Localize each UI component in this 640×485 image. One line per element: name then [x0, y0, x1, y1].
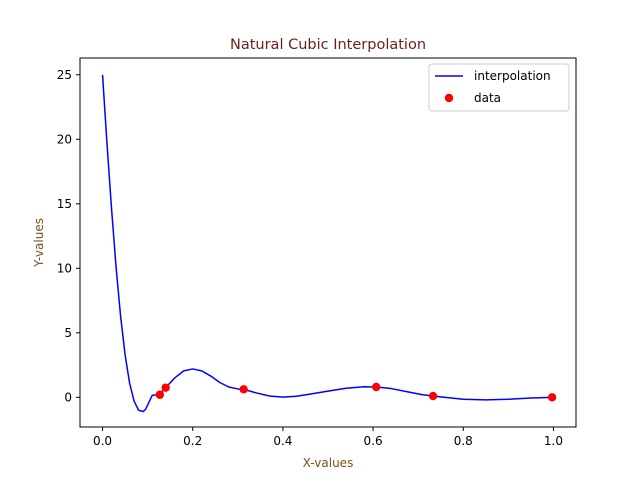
y-tick-label: 15 — [57, 197, 72, 211]
legend-label: data — [474, 91, 501, 105]
y-tick-label: 10 — [57, 261, 72, 275]
data-point — [547, 393, 557, 402]
x-tick-label: 1.0 — [544, 434, 563, 448]
series-line-interpolation — [101, 74, 553, 413]
plot-area — [101, 74, 557, 413]
x-tick-label: 0.8 — [454, 434, 473, 448]
y-axis-label: Y-values — [32, 218, 46, 268]
legend-box — [428, 63, 570, 112]
data-point — [239, 385, 248, 394]
legend: interpolation data — [428, 63, 570, 112]
y-tick-label: 5 — [64, 326, 72, 340]
data-point — [161, 383, 170, 392]
axes-frame — [79, 57, 577, 428]
x-tick-label: 0.4 — [273, 434, 292, 448]
y-tick-label: 25 — [57, 68, 72, 82]
x-tick-label: 0.2 — [183, 434, 202, 448]
x-tick-label: 0.6 — [364, 434, 383, 448]
x-axis-label: X-values — [303, 456, 354, 470]
y-tick-label: 20 — [57, 132, 72, 146]
data-point — [428, 391, 438, 401]
data-point — [155, 390, 165, 399]
x-tick-label: 0.0 — [93, 434, 112, 448]
data-point — [372, 382, 381, 392]
y-tick-label: 0 — [64, 390, 72, 404]
chart-title: Natural Cubic Interpolation — [230, 37, 426, 53]
legend-dot-marker — [444, 93, 454, 103]
axes: 0.0 0.2 0.4 0.6 0.8 1.0 0 5 10 15 20 25 Natural Cubi… — [32, 37, 577, 470]
legend-label: interpolation — [474, 69, 551, 83]
